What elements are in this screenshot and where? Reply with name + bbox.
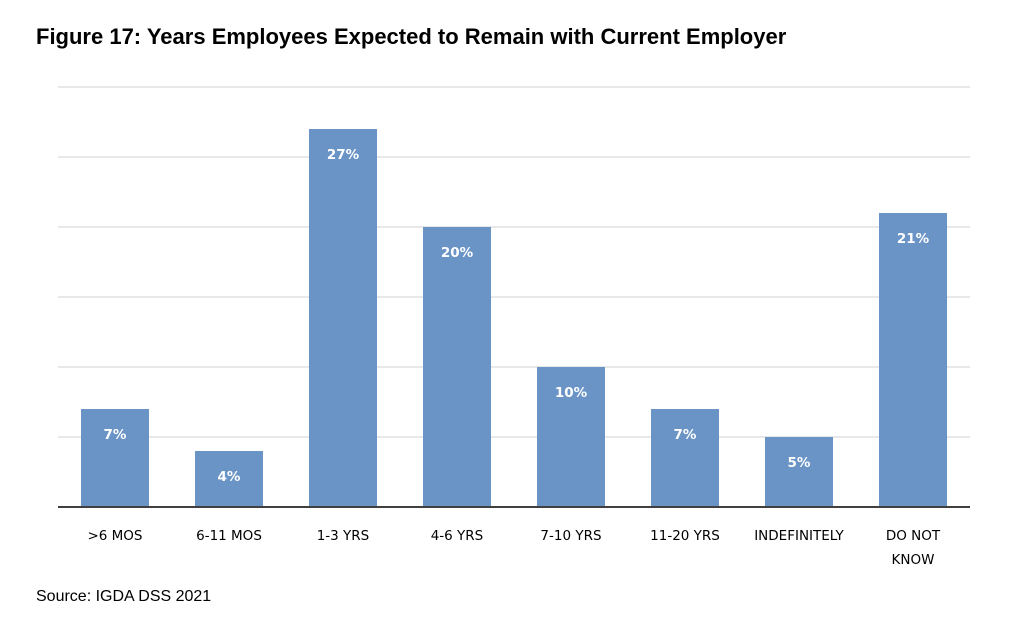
bar-8: [879, 213, 947, 507]
category-label-3: 1-3 YRS: [317, 528, 370, 544]
category-labels: >6 MOS 6-11 MOS 1-3 YRS 4-6 YRS 7-10 YRS 11-2…: [87, 528, 940, 568]
bar-2: [195, 451, 263, 507]
data-label-5: 10%: [555, 385, 588, 401]
category-label-1: >6 MOS: [87, 528, 142, 544]
category-label-2: 6-11 MOS: [196, 528, 262, 544]
source-note: Source: IGDA DSS 2021: [36, 588, 212, 605]
data-label-8: 21%: [897, 231, 930, 247]
bar-3: [309, 129, 377, 507]
bar-7: [765, 437, 833, 507]
category-label-5: 7-10 YRS: [540, 528, 601, 544]
category-label-8: DO NOT KNOW: [886, 528, 941, 568]
data-label-4: 20%: [441, 245, 474, 261]
value-labels: 7% 4% 27% 20% 10% 7% 5% 21%: [104, 147, 930, 485]
gridlines: [58, 86, 970, 438]
data-label-2: 4%: [218, 469, 241, 485]
bar-4: [423, 227, 491, 507]
category-label-7: INDEFINITELY: [754, 528, 844, 544]
data-label-3: 27%: [327, 147, 360, 163]
category-label-4: 4-6 YRS: [431, 528, 484, 544]
bars: [81, 129, 947, 507]
bar-1: [81, 409, 149, 507]
bar-6: [651, 409, 719, 507]
data-label-7: 5%: [788, 455, 811, 471]
category-label-6: 11-20 YRS: [650, 528, 720, 544]
data-label-6: 7%: [674, 427, 697, 443]
bar-5: [537, 367, 605, 507]
data-label-1: 7%: [104, 427, 127, 443]
chart-title: Figure 17: Years Employees Expected to R…: [36, 24, 787, 49]
